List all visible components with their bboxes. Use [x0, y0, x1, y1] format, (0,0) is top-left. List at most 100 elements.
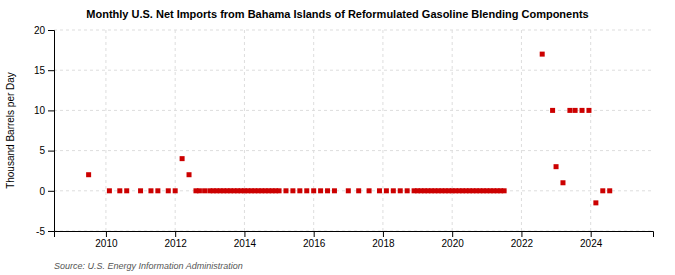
point — [318, 188, 323, 193]
y-axis-title: Thousand Barrels per Day — [5, 72, 16, 189]
grid-line — [54, 110, 653, 111]
point — [600, 188, 605, 193]
tick: 2016 — [303, 231, 326, 249]
title: Monthly U.S. Net Imports from Bahama Isl… — [86, 8, 588, 20]
tick-label: -5 — [36, 226, 45, 237]
tick: 10 — [34, 105, 54, 116]
point — [173, 188, 178, 193]
tick-label: 2016 — [303, 238, 326, 249]
tick-label: 2020 — [442, 238, 465, 249]
tick: 0 — [39, 186, 54, 197]
grid-line — [521, 30, 522, 231]
grid-line — [105, 30, 106, 231]
tick-mark — [591, 231, 592, 237]
point — [502, 188, 507, 193]
grid-line — [382, 30, 383, 231]
tick-label: 10 — [34, 105, 46, 116]
point — [155, 188, 160, 193]
tick: 2014 — [234, 231, 257, 249]
tick: 2020 — [442, 231, 465, 249]
point — [384, 188, 389, 193]
grid-line — [452, 30, 453, 231]
tick: 5 — [39, 145, 54, 156]
point — [567, 108, 572, 113]
point — [86, 172, 91, 177]
point — [367, 188, 372, 193]
grid-line — [54, 190, 653, 191]
point — [202, 188, 207, 193]
tick: 20 — [34, 25, 54, 36]
point — [311, 188, 316, 193]
point — [391, 188, 396, 193]
point — [166, 188, 171, 193]
tick: 2012 — [165, 231, 188, 249]
grid — [54, 30, 653, 231]
tick-mark — [106, 231, 107, 237]
tick-mark — [521, 231, 522, 237]
point — [573, 108, 578, 113]
tick-mark — [48, 70, 54, 71]
point — [332, 188, 337, 193]
plot: 2010 2012 2014 2016 2018 2020 2022 2024 -5 0 5 10 15… — [34, 25, 654, 249]
point — [593, 200, 598, 205]
axis-line — [55, 232, 654, 238]
tick-label: 2024 — [580, 238, 603, 249]
tick: 15 — [34, 65, 54, 76]
point — [580, 108, 585, 113]
tick-mark — [48, 110, 54, 111]
point — [346, 188, 351, 193]
point — [197, 188, 202, 193]
point — [550, 108, 555, 113]
tick-label: 20 — [34, 25, 46, 36]
point — [325, 188, 330, 193]
point — [560, 180, 565, 185]
point — [356, 188, 361, 193]
tick-mark — [175, 231, 176, 237]
tick: 2010 — [95, 231, 118, 249]
point — [297, 188, 302, 193]
point — [148, 188, 153, 193]
points — [86, 52, 612, 206]
grid-line — [590, 30, 591, 231]
tick-label: 2022 — [511, 238, 534, 249]
tick-mark — [48, 191, 54, 192]
x-axis: 2010 2012 2014 2016 2018 2020 2022 2024 — [55, 231, 654, 249]
point — [283, 188, 288, 193]
y-axis: -5 0 5 10 15 20 — [34, 25, 55, 237]
grid-line — [313, 30, 314, 231]
tick: -5 — [36, 226, 54, 237]
point — [405, 188, 410, 193]
annotation: Source: U.S. Energy Information Administ… — [54, 261, 243, 271]
grid-line — [244, 30, 245, 231]
point — [124, 188, 129, 193]
chart: 2010 2012 2014 2016 2018 2020 2022 2024 -5 0 5 10 15… — [0, 0, 675, 275]
tick-label: 2018 — [372, 238, 395, 249]
grid-line — [175, 30, 176, 231]
point — [398, 188, 403, 193]
tick-label: 5 — [39, 145, 45, 156]
point — [107, 188, 112, 193]
tick-label: 2012 — [165, 238, 188, 249]
tick-label: 2014 — [234, 238, 257, 249]
axis-line — [48, 31, 55, 232]
tick: 2018 — [372, 231, 395, 249]
point — [290, 188, 295, 193]
grid-line — [54, 30, 653, 31]
tick-mark — [314, 231, 315, 237]
point — [554, 164, 559, 169]
grid-line — [54, 70, 653, 71]
point — [586, 108, 591, 113]
tick-label: 15 — [34, 65, 46, 76]
point — [180, 156, 185, 161]
tick-mark — [383, 231, 384, 237]
point — [377, 188, 382, 193]
tick-mark — [48, 30, 54, 31]
tick-mark — [244, 231, 245, 237]
point — [138, 188, 143, 193]
tick: 2024 — [580, 231, 603, 249]
tick-mark — [48, 151, 54, 152]
point — [304, 188, 309, 193]
tick-mark — [452, 231, 453, 237]
point — [607, 188, 612, 193]
tick-label: 2010 — [95, 238, 118, 249]
